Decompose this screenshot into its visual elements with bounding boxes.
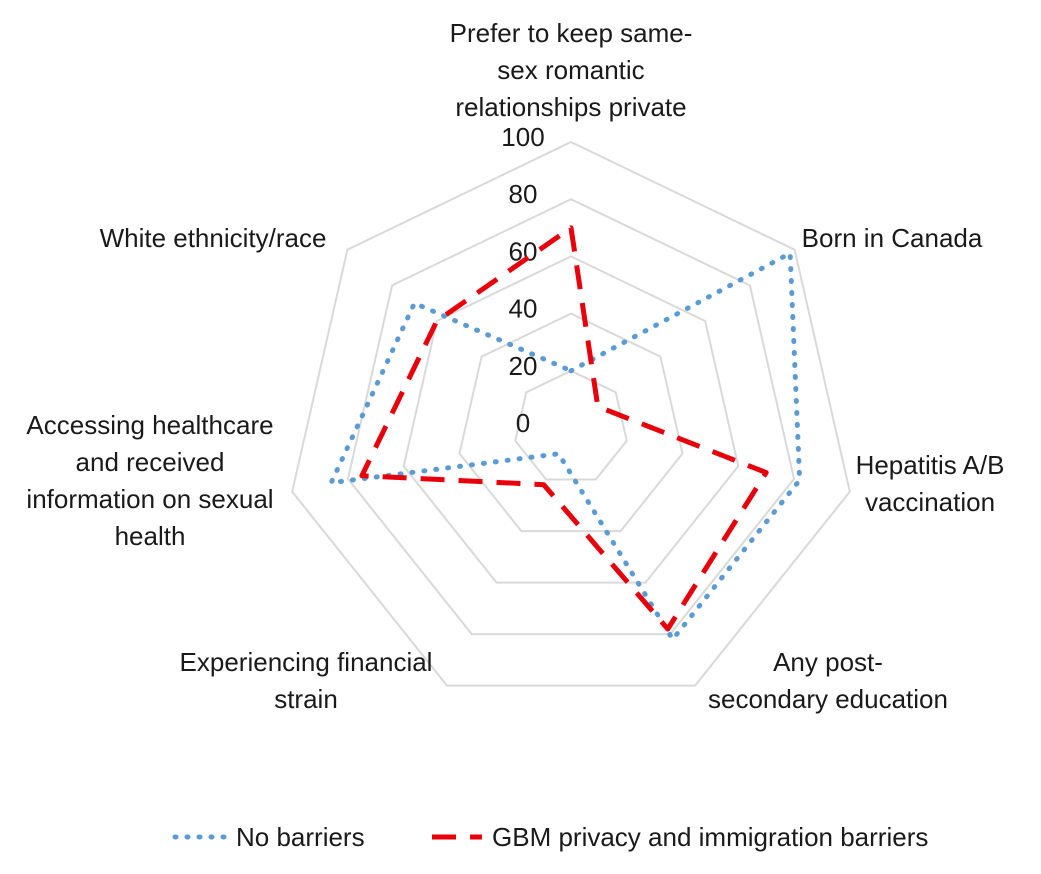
category-label: Born in Canada	[802, 223, 983, 253]
category-label-line: Experiencing financial	[180, 647, 433, 677]
category-label-line: relationships private	[455, 92, 686, 122]
legend: No barriers GBM privacy and immigration …	[172, 822, 928, 852]
legend-label-gbm-barriers: GBM privacy and immigration barriers	[492, 822, 928, 852]
legend-item-no-barriers: No barriers	[172, 822, 365, 852]
category-label-line: Prefer to keep same-	[450, 18, 693, 48]
category-label: Experiencing financial strain	[180, 647, 433, 714]
category-label: Any post-secondary education	[708, 647, 948, 714]
category-labels: Prefer to keep same-sex romantic relation…	[26, 18, 1004, 714]
category-label-line: sex romantic	[497, 55, 644, 85]
r-tick-label: 100	[501, 122, 544, 152]
grid-ring-100	[291, 140, 851, 687]
series-line-gbm-barriers	[359, 225, 769, 632]
r-tick-label: 80	[509, 179, 538, 209]
legend-label-no-barriers: No barriers	[236, 822, 365, 852]
grid-ring-20	[514, 369, 628, 481]
legend-item-gbm-barriers: GBM privacy and immigration barriers	[432, 822, 928, 852]
radar-series	[328, 225, 803, 642]
category-label: White ethnicity/race	[100, 223, 327, 253]
category-label: Accessing healthcare and received informat…	[26, 410, 273, 551]
category-label: Hepatitis A/B vaccination	[856, 450, 1005, 517]
grid-ring-60	[402, 255, 740, 584]
category-label-line: Hepatitis A/B	[856, 450, 1005, 480]
category-label-line: health	[115, 521, 186, 551]
grid-ring-40	[458, 312, 684, 533]
category-label-line: Any post-	[773, 647, 883, 677]
category-label: Prefer to keep same-sex romantic relation…	[450, 18, 693, 122]
category-label-line: information on sexual	[26, 484, 273, 514]
category-label-line: Born in Canada	[802, 223, 983, 253]
radar-grid	[291, 140, 851, 687]
category-label-line: secondary education	[708, 684, 948, 714]
r-tick-label: 0	[516, 408, 530, 438]
r-tick-label: 40	[509, 294, 538, 324]
category-label-line: strain	[274, 684, 338, 714]
category-label-line: Accessing healthcare	[26, 410, 273, 440]
category-label-line: White ethnicity/race	[100, 223, 327, 253]
category-label-line: vaccination	[865, 487, 995, 517]
grid-ring-80	[346, 198, 796, 636]
category-label-line: and received	[76, 447, 225, 477]
series-line-no-barriers	[328, 250, 803, 642]
